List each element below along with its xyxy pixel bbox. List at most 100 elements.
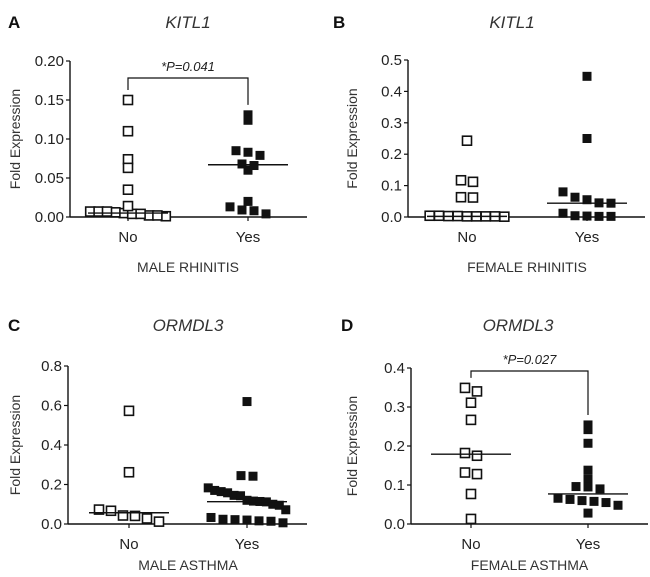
y-axis-label: Fold Expression	[7, 89, 23, 189]
data-point-filled	[231, 146, 241, 156]
data-point-open	[455, 191, 467, 203]
data-point-open	[465, 397, 477, 409]
data-point-open	[455, 174, 467, 186]
data-point-filled	[594, 211, 604, 221]
data-point-filled	[206, 512, 216, 522]
data-point-filled	[218, 514, 228, 524]
data-point-filled	[242, 397, 252, 407]
y-axis-label: Fold Expression	[344, 88, 360, 188]
significance-bracket	[470, 370, 589, 415]
data-point-filled	[583, 482, 593, 492]
data-point-open	[93, 504, 105, 515]
data-point-filled	[243, 196, 253, 206]
data-point-filled	[243, 110, 253, 120]
panel-c: C ORMDL3 0.0 0.2 0.4 0.6 0.8 No Yes Fold Expressi…	[7, 316, 307, 573]
data-point-filled	[223, 488, 233, 498]
y-tick-label: 0.0	[384, 516, 405, 533]
data-point-open	[471, 386, 483, 397]
data-point-filled	[589, 496, 599, 506]
x-tick-label: No	[119, 536, 138, 553]
panel-d: D ORMDL3 0.0 0.1 0.2 0.3 0.4 No Yes Fold Expressi…	[341, 316, 648, 573]
data-point-filled	[216, 487, 226, 497]
data-point-filled	[210, 485, 220, 495]
panel-letter: D	[341, 316, 353, 335]
data-point-filled	[248, 471, 258, 481]
x-tick-label: No	[461, 536, 480, 553]
data-point-filled	[242, 515, 252, 525]
y-tick-label: 0.4	[384, 360, 405, 377]
data-point-filled	[249, 206, 259, 216]
y-tick-label: 0.3	[381, 115, 402, 132]
y-tick-label: 0.15	[35, 92, 64, 109]
y-axis-label: Fold Expression	[7, 395, 23, 495]
data-point-filled	[236, 471, 246, 481]
data-point-filled	[243, 147, 253, 157]
panel-letter: C	[8, 316, 20, 335]
data-point-filled	[266, 516, 276, 526]
data-point-filled	[230, 515, 240, 525]
data-point-filled	[570, 192, 580, 202]
data-point-filled	[274, 500, 284, 510]
data-point-filled	[582, 71, 592, 81]
data-point-filled	[601, 498, 611, 508]
data-point-open	[465, 513, 477, 525]
data-point-open	[471, 450, 483, 462]
y-tick-label: 0.20	[35, 53, 64, 70]
data-point-open	[467, 176, 479, 188]
panel-letter: A	[8, 13, 20, 32]
x-axis-label: MALE ASTHMA	[138, 557, 238, 573]
y-tick-label: 0.4	[381, 83, 402, 100]
data-point-filled	[281, 505, 291, 515]
data-point-filled	[582, 195, 592, 205]
panel-letter: B	[333, 13, 345, 32]
y-axis-label: Fold Expression	[344, 396, 360, 496]
data-point-open	[465, 488, 477, 500]
data-point-open	[141, 513, 153, 524]
data-point-filled	[261, 209, 271, 219]
data-point-filled	[225, 202, 235, 212]
y-tick-label: 0.2	[41, 477, 62, 494]
y-tick-label: 0.5	[381, 52, 402, 69]
data-point-filled	[243, 165, 253, 175]
data-point-open	[459, 382, 471, 394]
data-point-filled	[237, 159, 247, 169]
data-point-open	[135, 208, 146, 220]
data-point-filled	[583, 465, 593, 475]
data-point-open	[122, 200, 134, 212]
data-point-filled	[571, 482, 581, 492]
x-tick-label: Yes	[576, 536, 600, 553]
data-point-open	[461, 135, 473, 146]
data-point-filled	[570, 211, 580, 221]
chart-title: ORMDL3	[483, 316, 554, 335]
y-tick-label: 0.10	[35, 131, 64, 148]
y-tick-label: 0.8	[41, 358, 62, 375]
chart-title: KITL1	[489, 13, 534, 32]
data-point-open	[122, 162, 134, 174]
y-tick-label: 0.0	[41, 516, 62, 533]
panel-a: A KITL1 0.00 0.05 0.10 0.15 0.20 No Yes Fold Expr…	[7, 13, 307, 275]
x-tick-label: Yes	[575, 229, 599, 246]
data-point-open	[152, 210, 163, 221]
data-point-open	[117, 510, 129, 521]
data-point-open	[471, 468, 483, 480]
chart-title: KITL1	[165, 13, 210, 32]
data-point-filled	[553, 493, 563, 503]
data-point-filled	[583, 438, 593, 448]
data-point-filled	[229, 490, 239, 500]
y-tick-label: 0.3	[384, 399, 405, 416]
data-point-filled	[254, 516, 264, 526]
data-point-filled	[583, 508, 593, 518]
data-point-open	[123, 466, 135, 478]
y-tick-label: 0.0	[381, 209, 402, 226]
data-point-open	[129, 510, 141, 522]
y-tick-label: 0.1	[381, 178, 402, 195]
data-point-filled	[236, 491, 246, 501]
data-point-open	[123, 405, 135, 417]
data-point-filled	[595, 484, 605, 494]
data-point-open	[101, 206, 113, 217]
data-point-filled	[237, 205, 247, 215]
data-point-open	[122, 125, 134, 137]
data-point-open	[122, 153, 134, 165]
x-tick-label: Yes	[235, 536, 259, 553]
